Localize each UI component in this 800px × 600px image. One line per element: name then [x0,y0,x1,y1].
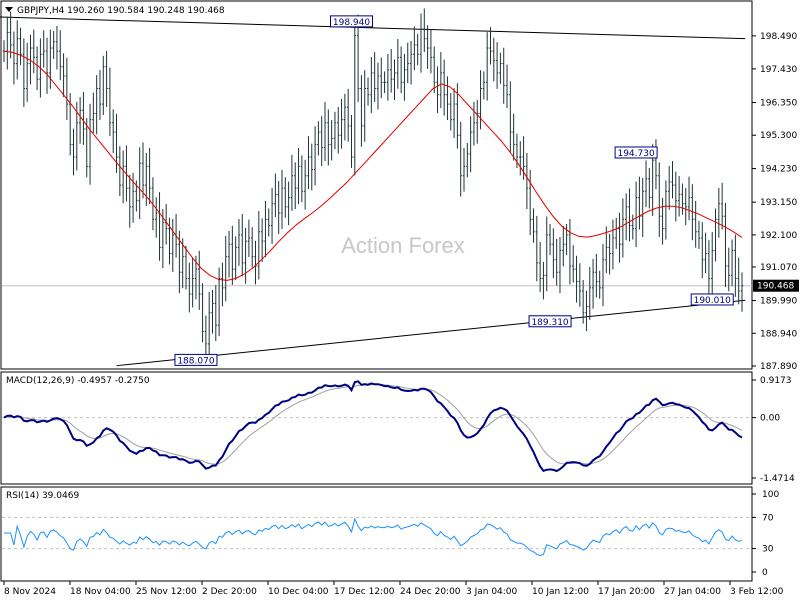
time-tick-label: 27 Jan 04:00 [664,587,721,597]
rsi-tick-label: 70 [762,513,774,523]
macd-label: MACD(12,26,9) -0.4957 -0.2750 [6,376,150,386]
macd-line [3,380,743,473]
price-tick-label: 189.990 [760,297,797,307]
price-annotation-label: 194.730 [617,149,654,159]
macd-panel [0,371,753,485]
price-tick-label: 187.890 [760,362,797,372]
rsi-label: RSI(14) 39.0469 [6,491,79,501]
time-tick-label: 18 Nov 04:00 [70,587,131,597]
time-tick-label: 3 Feb 12:00 [730,587,784,597]
current-price-badge: 190.468 [753,279,799,292]
price-annotation-box [614,146,658,159]
svg-text:190.468: 190.468 [757,282,794,292]
price-annotation-label: 190.010 [694,296,731,306]
moving-average-line [3,50,743,281]
time-tick-label: 25 Nov 12:00 [136,587,197,597]
macd-tick-label: 0.00 [760,414,780,424]
price-tick-label: 194.230 [760,165,797,175]
price-tick-label: 198.490 [760,32,797,42]
rsi-tick-label: 30 [762,545,774,555]
rsi-line [4,517,743,557]
price-tick-label: 197.430 [760,65,797,75]
time-tick-label: 3 Jan 04:00 [466,587,518,597]
time-tick-label: 10 Dec 04:00 [268,587,329,597]
price-tick-label: 193.150 [760,198,797,208]
time-tick-label: 8 Nov 2024 [4,587,56,597]
upper-trendline [0,16,746,40]
price-annotation-box [174,353,218,366]
time-tick-label: 17 Dec 12:00 [334,587,395,597]
price-annotation-box [690,293,734,306]
watermark: Action Forex [341,233,465,258]
time-tick-label: 17 Jan 20:00 [598,587,655,597]
rsi-panel [0,486,753,582]
lower-trendline [116,299,746,367]
rsi-tick-label: 100 [762,490,779,500]
price-annotation-box [329,15,373,28]
rsi-tick-label: 0 [762,568,768,578]
time-tick-label: 24 Dec 20:00 [400,587,461,597]
price-annotation-label: 198.940 [333,18,370,28]
price-annotation-label: 189.310 [531,318,568,328]
price-tick-label: 195.300 [760,131,797,141]
time-tick-label: 2 Dec 20:00 [202,587,257,597]
price-annotation-label: 188.070 [177,356,214,366]
macd-tick-label: 0.9173 [760,376,792,386]
macd-tick-label: -1.4714 [760,474,795,484]
time-tick-label: 10 Jan 12:00 [532,587,589,597]
price-tick-label: 196.350 [760,99,797,109]
chart-header: GBPJPY,H4 190.260 190.584 190.248 190.46… [17,6,225,16]
price-annotation-box [528,315,572,328]
price-tick-label: 192.100 [760,231,797,241]
price-tick-label: 191.070 [760,263,797,273]
dropdown-arrow-icon[interactable] [5,7,13,12]
price-tick-label: 188.940 [760,329,797,339]
